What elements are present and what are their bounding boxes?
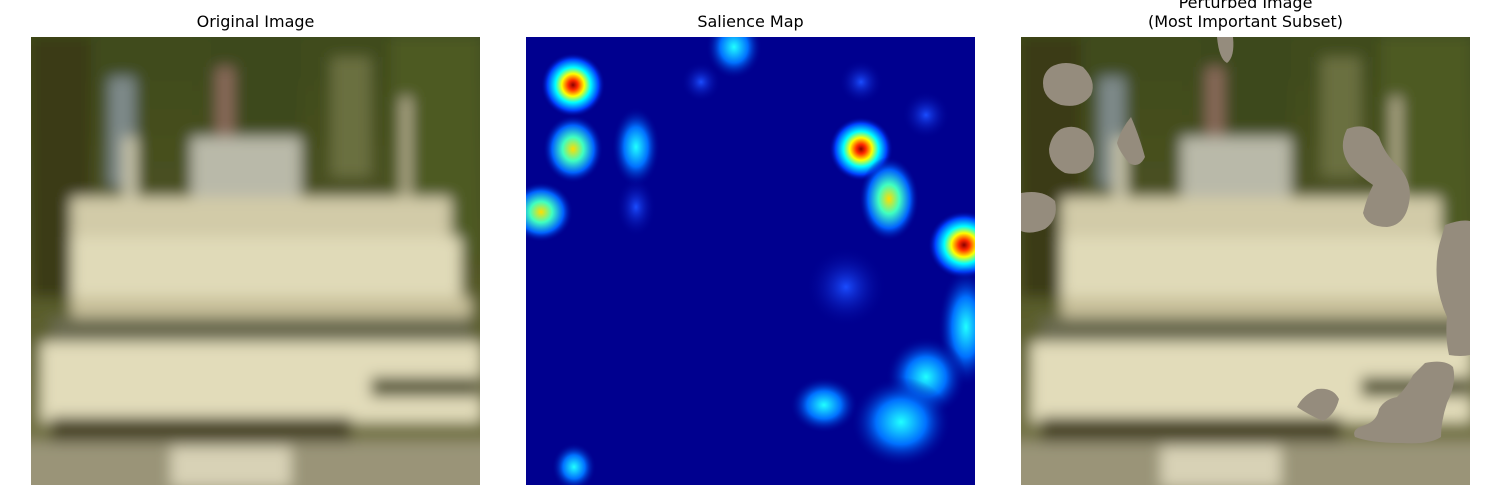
original-image	[31, 37, 480, 485]
salience-hotspots	[526, 37, 975, 485]
perturbed-title-line1: Perturbed Image	[1178, 0, 1313, 12]
salience-map	[526, 37, 975, 485]
perturbed-image-title: Perturbed Image (Most Important Subset)	[1021, 0, 1470, 31]
perturbation-masks	[1021, 37, 1470, 444]
original-image-title: Original Image	[196, 12, 315, 31]
perturbed-title-line2: (Most Important Subset)	[1147, 12, 1344, 31]
salience-map-title: Salience Map	[697, 12, 804, 31]
perturbed-image	[1021, 37, 1470, 485]
